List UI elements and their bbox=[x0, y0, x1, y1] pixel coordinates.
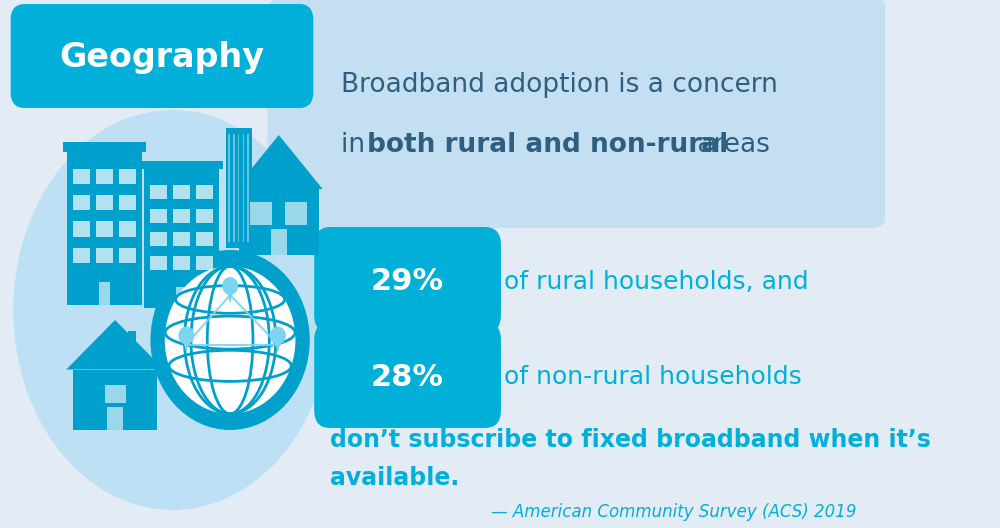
Bar bbox=[96, 168, 113, 184]
Bar bbox=[150, 256, 167, 270]
Circle shape bbox=[270, 326, 286, 344]
Text: areas: areas bbox=[689, 132, 769, 158]
Bar bbox=[73, 370, 157, 430]
Bar bbox=[73, 221, 90, 237]
Text: don’t subscribe to fixed broadband when it’s: don’t subscribe to fixed broadband when … bbox=[330, 428, 931, 452]
FancyBboxPatch shape bbox=[314, 322, 501, 428]
Text: — American Community Survey (ACS) 2019: — American Community Survey (ACS) 2019 bbox=[491, 503, 857, 521]
Bar bbox=[285, 202, 307, 225]
Bar bbox=[226, 128, 252, 248]
FancyBboxPatch shape bbox=[267, 0, 888, 228]
Bar bbox=[150, 185, 167, 199]
Bar bbox=[96, 248, 113, 263]
Bar bbox=[144, 168, 219, 308]
Bar bbox=[107, 407, 123, 430]
Bar bbox=[140, 161, 223, 169]
Bar bbox=[250, 202, 272, 225]
Bar bbox=[128, 331, 136, 362]
Circle shape bbox=[222, 277, 238, 295]
Text: Geography: Geography bbox=[59, 41, 264, 73]
Bar bbox=[73, 248, 90, 263]
Polygon shape bbox=[66, 320, 164, 370]
Bar bbox=[233, 134, 235, 242]
Polygon shape bbox=[274, 337, 282, 354]
Text: available.: available. bbox=[330, 466, 459, 490]
Circle shape bbox=[165, 266, 295, 414]
Bar bbox=[238, 134, 239, 242]
Bar bbox=[176, 287, 187, 308]
Bar bbox=[119, 195, 136, 211]
Bar bbox=[239, 189, 319, 255]
Text: 29%: 29% bbox=[371, 268, 444, 297]
Text: Broadband adoption is a concern: Broadband adoption is a concern bbox=[341, 72, 778, 98]
FancyBboxPatch shape bbox=[11, 4, 313, 108]
Text: in: in bbox=[341, 132, 373, 158]
Bar bbox=[96, 221, 113, 237]
Circle shape bbox=[150, 250, 310, 430]
Text: 28%: 28% bbox=[371, 363, 444, 391]
Circle shape bbox=[178, 326, 194, 344]
Bar bbox=[173, 209, 190, 223]
Bar bbox=[196, 256, 213, 270]
Bar bbox=[119, 168, 136, 184]
Bar bbox=[173, 232, 190, 247]
Bar bbox=[228, 134, 230, 242]
Bar bbox=[63, 142, 146, 152]
Bar bbox=[196, 185, 213, 199]
Bar bbox=[96, 195, 113, 211]
Bar bbox=[73, 195, 90, 211]
Bar bbox=[271, 229, 287, 255]
Bar bbox=[196, 232, 213, 247]
Bar bbox=[173, 185, 190, 199]
Bar bbox=[119, 248, 136, 263]
Bar bbox=[173, 256, 190, 270]
Bar bbox=[247, 134, 249, 242]
Bar bbox=[150, 209, 167, 223]
Bar bbox=[243, 134, 244, 242]
FancyBboxPatch shape bbox=[314, 227, 501, 333]
Bar bbox=[73, 168, 90, 184]
Polygon shape bbox=[226, 288, 234, 304]
Bar bbox=[196, 209, 213, 223]
Bar bbox=[67, 150, 142, 305]
Ellipse shape bbox=[13, 110, 332, 510]
Text: of rural households, and: of rural households, and bbox=[504, 270, 809, 294]
Bar bbox=[150, 232, 167, 247]
Bar bbox=[119, 221, 136, 237]
Bar bbox=[99, 282, 110, 305]
Polygon shape bbox=[235, 135, 323, 189]
Text: both rural and non-rural: both rural and non-rural bbox=[367, 132, 729, 158]
Text: of non-rural households: of non-rural households bbox=[504, 365, 802, 389]
Polygon shape bbox=[182, 337, 190, 354]
Bar bbox=[105, 384, 126, 403]
